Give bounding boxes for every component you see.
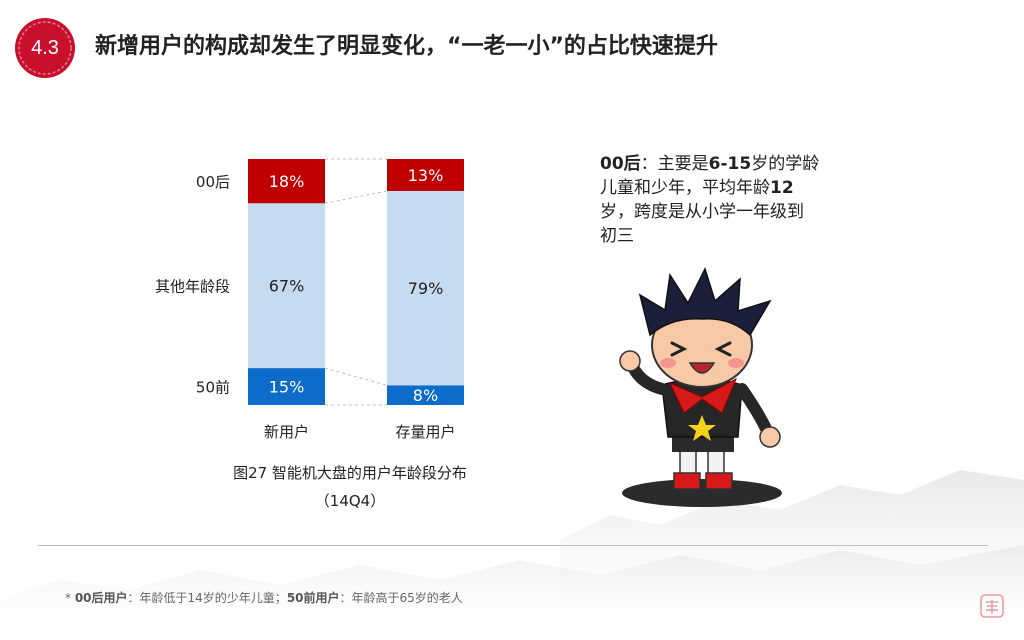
data-label-1-1: 79% <box>408 279 444 298</box>
footnote-lead: * <box>65 591 75 605</box>
chart-subtitle: （14Q4） <box>314 492 386 510</box>
data-label-0-1: 67% <box>269 277 305 296</box>
note-average-age: 12 <box>770 178 794 198</box>
note-segment: 岁的学龄儿童和少年，平均年龄 <box>600 154 820 198</box>
note-segment: ：主要是 <box>640 154 709 174</box>
page-title: 新增用户的构成却发生了明显变化，“一老一小”的占比快速提升 <box>95 34 718 59</box>
footnote-term-50: 50前用户 <box>286 591 340 605</box>
note-age-range: 6-15 <box>708 154 752 174</box>
footnote-def-50: ：年龄高于65岁的老人 <box>339 591 463 605</box>
section-badge-icon <box>15 18 75 78</box>
data-label-1-0: 8% <box>413 386 438 405</box>
connector-line-1 <box>324 367 388 386</box>
section-number: 4.3 <box>31 37 59 59</box>
bar-segment-0-1 <box>248 203 325 369</box>
footnote-term-00: 00后用户 <box>74 591 128 605</box>
bar-segment-0-0 <box>248 368 325 405</box>
footnote-def-00: ：年龄低于14岁的少年儿童； <box>127 591 287 605</box>
data-label-0-0: 15% <box>269 378 305 397</box>
divider-line <box>38 545 988 546</box>
corner-seal-icon <box>980 594 1004 618</box>
bar-segment-1-2 <box>387 159 464 191</box>
connector-line-2 <box>324 190 388 204</box>
bar-segment-1-0 <box>387 385 464 405</box>
series-label-0: 50前 <box>196 379 230 397</box>
bar-segment-0-2 <box>248 159 325 204</box>
series-label-2: 00后 <box>196 173 230 191</box>
note-text: 00后：主要是6-15岁的学龄儿童和少年，平均年龄12 岁，跨度是从小学一年级到初… <box>600 152 820 248</box>
note-term: 00后 <box>600 154 641 174</box>
bar-segment-1-1 <box>387 190 464 386</box>
cartoon-boy-illustration <box>619 267 782 507</box>
category-label-0: 新用户 <box>264 423 309 441</box>
footnote: * 00后用户：年龄低于14岁的少年儿童；50前用户：年龄高于65岁的老人 <box>65 589 463 606</box>
data-label-0-2: 18% <box>269 172 305 191</box>
series-label-1: 其他年龄段 <box>155 278 230 296</box>
category-label-1: 存量用户 <box>395 423 455 441</box>
note-segment: 岁，跨度是从小学一年级到初三 <box>600 202 804 246</box>
data-label-1-2: 13% <box>408 166 444 185</box>
chart-title: 图27 智能机大盘的用户年龄段分布 <box>233 464 467 482</box>
